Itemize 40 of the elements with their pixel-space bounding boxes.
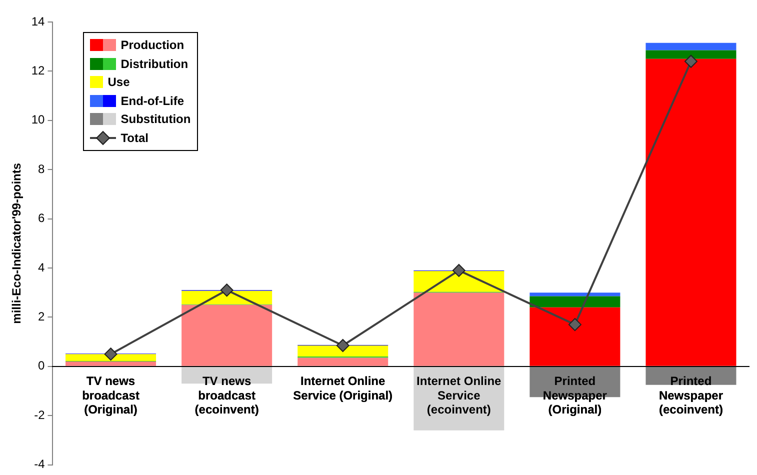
bar xyxy=(646,50,736,59)
bar xyxy=(298,358,388,366)
bar xyxy=(414,292,504,366)
bar xyxy=(530,307,620,366)
bar xyxy=(646,42,736,50)
x-tick-label: Printed Newspaper (ecoinvent) xyxy=(658,374,724,417)
y-axis-title: milli-Eco-Indicator'99-points xyxy=(10,162,24,324)
y-tick-label: 6 xyxy=(38,211,46,226)
legend-label: Total xyxy=(120,130,149,145)
point xyxy=(684,54,698,68)
bar xyxy=(66,354,156,361)
point xyxy=(220,284,234,297)
legend-label: Production xyxy=(120,38,184,52)
y-tick-label: 14 xyxy=(31,14,46,28)
bar xyxy=(530,296,620,308)
y-tick-label: -2 xyxy=(34,408,46,422)
y-tick-label: 12 xyxy=(31,64,46,78)
x-tick-label: TV news broadcast (ecoinvent) xyxy=(194,374,259,417)
bar xyxy=(298,345,388,357)
bar xyxy=(66,361,156,366)
y-tick-label: 4 xyxy=(38,260,46,274)
y-tick-label: -4 xyxy=(34,457,46,472)
point xyxy=(104,348,118,361)
x-tick-label: Internet Online Service (ecoinvent) xyxy=(416,374,502,417)
x-tick-label: TV news broadcast (Original) xyxy=(82,374,140,417)
point xyxy=(568,318,582,332)
bar xyxy=(182,304,272,366)
legend-label: Substitution xyxy=(120,112,191,126)
legend-label: Use xyxy=(108,75,130,90)
x-tick-label: Internet Online Service (Original) xyxy=(293,374,393,402)
y-tick-label: 8 xyxy=(38,162,46,176)
bar xyxy=(646,58,736,366)
point xyxy=(452,264,466,277)
y-tick-label: 10 xyxy=(31,112,46,127)
legend-label: Distribution xyxy=(120,56,188,71)
y-tick-label: 0 xyxy=(38,358,46,373)
point xyxy=(336,338,350,352)
y-tick-label: 2 xyxy=(38,310,46,324)
legend-label: End-of-Life xyxy=(120,94,184,108)
bar xyxy=(530,292,620,296)
